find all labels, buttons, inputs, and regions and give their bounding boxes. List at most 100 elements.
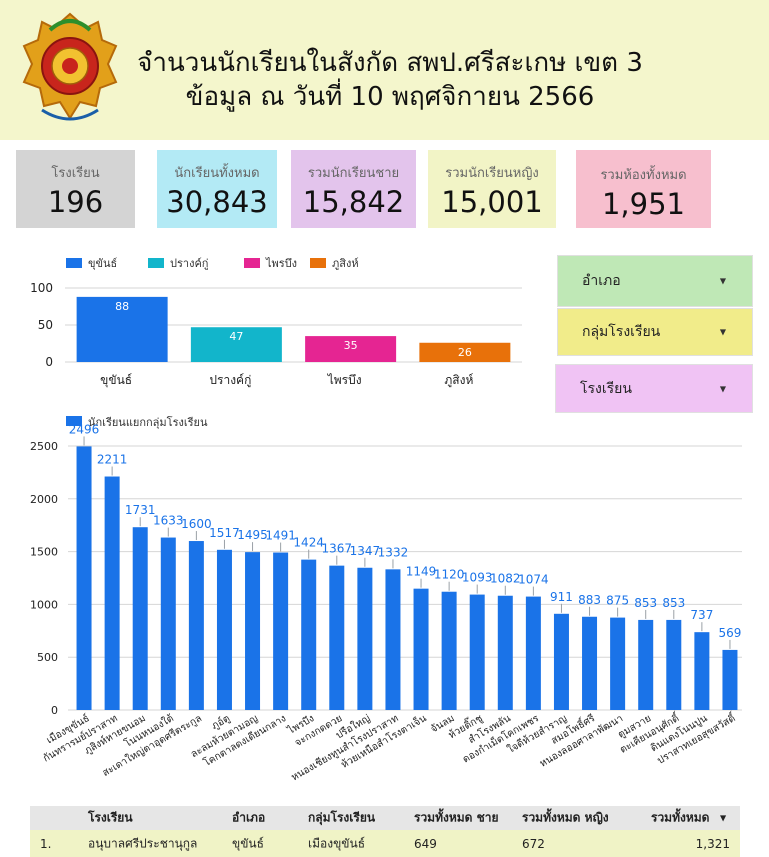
- x-tick-label: ปรางค์กู่: [209, 373, 251, 388]
- district-school-count-chart: ขุขันธ์ ปรางค์กู่ ไพรบึง ภูสิงห์05010088ขุข…: [30, 257, 522, 388]
- bar[interactable]: [104, 476, 120, 710]
- header-banner: จำนวนนักเรียนในสังกัด สพป.ศรีสะเกษ เขต 3…: [0, 0, 769, 140]
- school-filter[interactable]: โรงเรียน ▼: [555, 364, 753, 413]
- card-label: โรงเรียน: [51, 166, 100, 181]
- bar[interactable]: [385, 569, 401, 710]
- bar[interactable]: [419, 342, 511, 362]
- bar[interactable]: [329, 565, 345, 710]
- data-label: 88: [115, 300, 129, 313]
- x-tick-label: ขุขันธ์: [100, 373, 132, 388]
- header-district[interactable]: อำเภอ: [232, 810, 266, 825]
- caret-down-icon: ▼: [719, 276, 726, 286]
- card-label: รวมห้องทั้งหมด: [600, 168, 687, 183]
- table-header: โรงเรียน อำเภอ กลุ่มโรงเรียน รวมทั้งหมด …: [30, 806, 740, 830]
- header-total[interactable]: รวมทั้งหมด: [651, 810, 710, 825]
- data-label: 2496: [69, 422, 100, 436]
- bar[interactable]: [132, 527, 148, 710]
- bar[interactable]: [666, 619, 682, 710]
- header-female[interactable]: รวมทั้งหมด หญิง: [522, 810, 609, 825]
- data-label: 2211: [97, 453, 128, 467]
- school-group-filter[interactable]: กลุ่มโรงเรียน ▼: [557, 308, 753, 356]
- bar[interactable]: [190, 327, 282, 362]
- card-value: 1,951: [601, 187, 686, 221]
- row-total: 1,321: [695, 836, 730, 851]
- filter-label: อำเภอ: [582, 273, 621, 289]
- data-label: 1495: [237, 528, 268, 542]
- legend-swatch: [148, 258, 164, 268]
- y-tick-label: 0: [51, 704, 58, 717]
- district-filter[interactable]: อำเภอ ▼: [557, 255, 753, 307]
- header-group[interactable]: กลุ่มโรงเรียน: [308, 810, 376, 825]
- header-school[interactable]: โรงเรียน: [88, 810, 133, 825]
- data-label: 1731: [125, 503, 156, 517]
- card-total-students: นักเรียนทั้งหมด 30,843: [157, 150, 277, 228]
- bar[interactable]: [469, 594, 485, 710]
- y-tick-label: 500: [37, 651, 58, 664]
- bar[interactable]: [76, 296, 168, 362]
- bar[interactable]: [188, 541, 204, 710]
- row-female: 672: [522, 836, 545, 851]
- sort-down-icon[interactable]: ▼: [720, 813, 727, 823]
- bar[interactable]: [694, 632, 710, 710]
- bar[interactable]: [305, 336, 397, 362]
- school-table: โรงเรียน อำเภอ กลุ่มโรงเรียน รวมทั้งหมด …: [30, 806, 740, 857]
- data-label: 1633: [153, 514, 184, 528]
- legend-label: ปรางค์กู่: [170, 257, 208, 270]
- data-label: 1082: [490, 572, 521, 586]
- data-label: 737: [690, 608, 713, 622]
- card-value: 196: [47, 185, 104, 219]
- data-label: 1149: [406, 565, 437, 579]
- y-tick-label: 2500: [30, 440, 58, 453]
- bar[interactable]: [610, 617, 626, 710]
- bar[interactable]: [357, 567, 373, 710]
- bar[interactable]: [638, 619, 654, 710]
- legend-swatch: [66, 258, 82, 268]
- legend-swatch: [310, 258, 326, 268]
- data-label: 1074: [518, 573, 549, 587]
- bar[interactable]: [273, 552, 289, 710]
- data-label: 1491: [265, 529, 296, 543]
- bar[interactable]: [216, 549, 232, 710]
- title-line-2: ข้อมูล ณ วันที่ 10 พฤศจิกายน 2566: [185, 82, 595, 112]
- card-schools: โรงเรียน 196: [16, 150, 135, 228]
- bar[interactable]: [413, 588, 429, 710]
- data-label: 1600: [181, 517, 212, 531]
- bar[interactable]: [553, 613, 569, 710]
- bar[interactable]: [245, 552, 261, 710]
- header-male[interactable]: รวมทั้งหมด ชาย: [414, 810, 499, 825]
- bar[interactable]: [497, 595, 513, 710]
- data-label: 1093: [462, 571, 493, 585]
- table-row[interactable]: 1. อนุบาลศรีประชานุกูล ขุขันธ์ เมืองขุขั…: [30, 830, 740, 857]
- bar[interactable]: [441, 591, 457, 710]
- bar[interactable]: [525, 596, 541, 710]
- caret-down-icon: ▼: [719, 327, 726, 337]
- bar[interactable]: [722, 649, 738, 710]
- y-tick-label: 1000: [30, 598, 58, 611]
- data-label: 1332: [378, 545, 409, 559]
- bar[interactable]: [76, 446, 92, 710]
- data-label: 1347: [350, 544, 381, 558]
- filter-label: กลุ่มโรงเรียน: [582, 324, 661, 340]
- legend-swatch: [244, 258, 260, 268]
- data-label: 1120: [434, 568, 465, 582]
- card-total-rooms: รวมห้องทั้งหมด 1,951: [576, 150, 711, 228]
- filter-label: โรงเรียน: [580, 380, 632, 397]
- card-label: รวมนักเรียนหญิง: [445, 166, 539, 181]
- caret-down-icon: ▼: [719, 384, 726, 393]
- legend-label: ไพรบึง: [265, 257, 297, 270]
- data-label: 853: [662, 596, 685, 610]
- bar[interactable]: [582, 616, 598, 710]
- row-male: 649: [414, 836, 437, 851]
- students-by-group-chart: นักเรียนแยกกลุ่มโรงเรียน 0 500 1000 1500 2000…: [30, 415, 742, 783]
- data-label: 1517: [209, 526, 240, 540]
- bar[interactable]: [160, 537, 176, 710]
- title-line-1: จำนวนนักเรียนในสังกัด สพป.ศรีสะเกษ เขต 3: [137, 48, 643, 78]
- card-female-students: รวมนักเรียนหญิง 15,001: [428, 150, 556, 228]
- row-group: เมืองขุขันธ์: [308, 836, 366, 850]
- card-value: 30,843: [166, 185, 268, 219]
- legend-swatch: [66, 416, 82, 426]
- data-label: 1367: [322, 542, 353, 556]
- legend-label: ภูสิงห์: [332, 257, 359, 270]
- legend-label: ขุขันธ์: [88, 257, 117, 270]
- bar[interactable]: [301, 559, 317, 710]
